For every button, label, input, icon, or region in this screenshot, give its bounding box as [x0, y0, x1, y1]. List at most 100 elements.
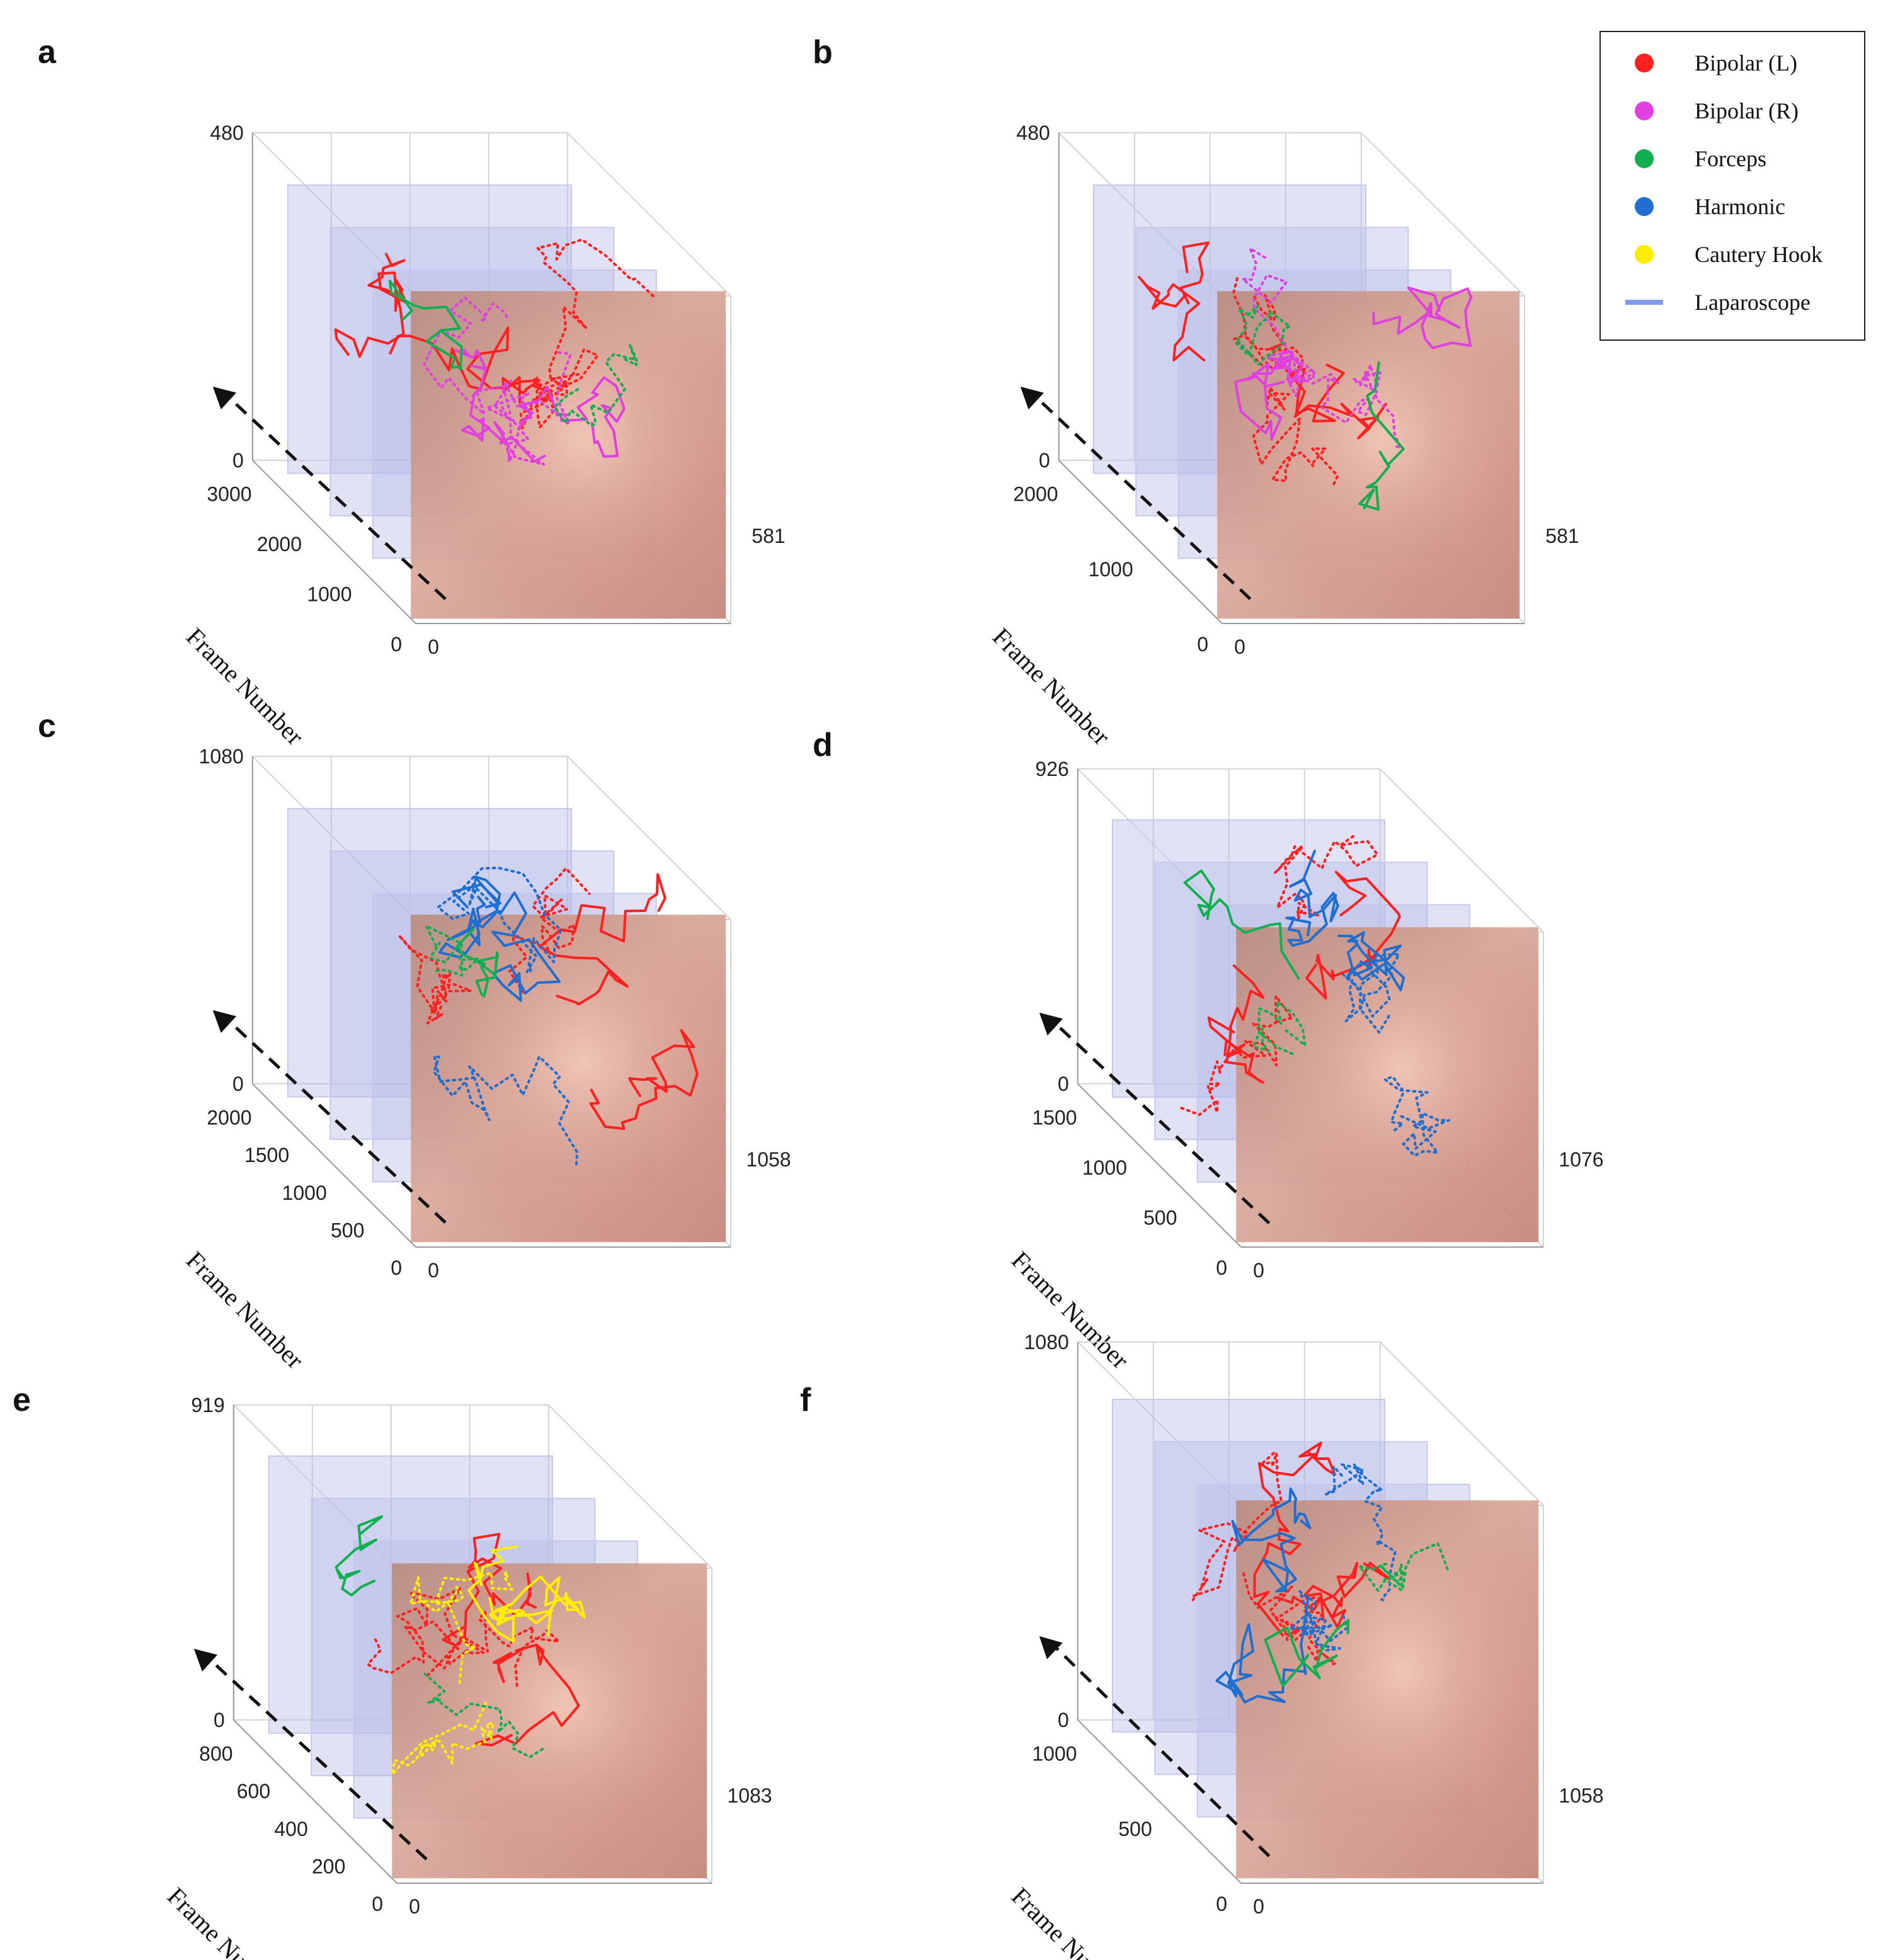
- legend-label: Forceps: [1695, 146, 1766, 171]
- x-tick-label: 0: [428, 1259, 439, 1282]
- arrow-head-icon: [212, 1010, 237, 1034]
- image-highlight: [1217, 291, 1520, 619]
- x-tick-label: 1058: [746, 1148, 791, 1171]
- frame-tick-label: 600: [237, 1780, 270, 1803]
- z-tick-label: 0: [1039, 449, 1050, 472]
- frame-tick-label: 0: [1216, 1256, 1227, 1279]
- trajectory: [1207, 964, 1265, 1084]
- z-tick-label: 1080: [1024, 1331, 1069, 1353]
- frame-tick-label: 0: [1197, 633, 1208, 656]
- time-arrow: [1039, 1636, 1271, 1857]
- arrow-head-icon: [212, 386, 237, 410]
- x-tick-label: 0: [1253, 1895, 1264, 1918]
- panel-a: a 0 480 0 581 0 1000 2000 3000 Frame Number: [38, 34, 786, 751]
- frame-tick-label: 1000: [1082, 1156, 1127, 1179]
- trajectory: [1231, 1487, 1312, 1593]
- legend-item-bipolar-r: Bipolar (R): [1635, 98, 1799, 123]
- x-tick-label: 0: [409, 1895, 420, 1918]
- trajectory: [1337, 931, 1405, 991]
- series-cautery-hook: [391, 1545, 586, 1776]
- trajectory: [1252, 386, 1339, 487]
- trajectory: [485, 379, 546, 466]
- legend-item-cautery-hook: Cautery Hook: [1635, 242, 1822, 267]
- legend-box: [1599, 31, 1865, 341]
- series-harmonic: [432, 866, 579, 1168]
- time-arrow: [193, 1648, 428, 1860]
- trajectory: [1342, 953, 1400, 1034]
- trajectory: [437, 866, 563, 974]
- trajectory: [454, 348, 546, 463]
- trajectory: [517, 376, 626, 458]
- frame-tick-label: 400: [274, 1818, 307, 1840]
- arrow-head-icon: [1039, 1636, 1063, 1660]
- trajectory: [1305, 870, 1401, 1000]
- legend-dot-icon: [1635, 245, 1654, 264]
- legend-label: Cautery Hook: [1695, 242, 1822, 267]
- frame-tick-label: 1000: [1089, 558, 1133, 581]
- series-bipolar-r: [1234, 247, 1473, 449]
- frame-tick-label: 0: [1216, 1893, 1227, 1915]
- image-highlight: [411, 914, 726, 1243]
- trajectory: [1234, 304, 1291, 366]
- trajectory: [432, 1054, 579, 1168]
- legend-label: Bipolar (R): [1695, 98, 1799, 123]
- frame-tick-label: 0: [372, 1893, 383, 1915]
- trajectory: [553, 343, 638, 427]
- panel-letter-a: a: [38, 34, 57, 71]
- trajectory: [1324, 1463, 1397, 1602]
- trajectory: [425, 924, 479, 977]
- z-tick-label: 926: [1035, 758, 1068, 780]
- trajectory: [1264, 1619, 1350, 1687]
- trajectory: [438, 875, 501, 959]
- z-tick-label: 0: [1058, 1709, 1069, 1731]
- panel-letter-b: b: [813, 34, 833, 71]
- trajectory: [391, 1701, 495, 1776]
- panel-letter-c: c: [38, 708, 56, 744]
- x-tick-label: 0: [428, 635, 439, 658]
- legend-dot-icon: [1635, 197, 1654, 216]
- series-forceps: [425, 924, 499, 998]
- frame-tick-label: 0: [391, 633, 402, 656]
- trajectory: [388, 279, 463, 370]
- trajectory: [1234, 350, 1304, 441]
- x-tick-label: 581: [752, 525, 785, 547]
- legend-dot-icon: [1635, 149, 1654, 168]
- time-arrow: [212, 386, 447, 600]
- x-tick-label: 1058: [1559, 1784, 1603, 1807]
- image-highlight: [1236, 927, 1539, 1243]
- series-forceps: [1264, 1542, 1450, 1687]
- legend-label: Laparoscope: [1695, 290, 1811, 315]
- trajectory: [489, 1575, 586, 1641]
- legend-label: Harmonic: [1695, 194, 1785, 219]
- legend-item-harmonic: Harmonic: [1635, 194, 1785, 219]
- frame-tick-label: 500: [1143, 1207, 1177, 1229]
- trajectory: [423, 296, 572, 426]
- frame-tick-label: 0: [391, 1256, 402, 1279]
- trajectory: [538, 873, 667, 1006]
- trajectory: [442, 1532, 537, 1647]
- z-tick-label: 0: [1058, 1073, 1069, 1095]
- panel-letter-e: e: [13, 1382, 31, 1418]
- legend: Bipolar (L) Bipolar (R) Forceps Harmonic Cau…: [1599, 31, 1865, 341]
- panel-b: b 0 480 0 581 0 1000 2000 Frame Number: [813, 34, 1579, 751]
- time-arrow: [1020, 386, 1252, 600]
- panel-letter-d: d: [813, 727, 833, 763]
- frame-tick-label: 500: [331, 1219, 364, 1241]
- frame-tick-label: 2000: [257, 533, 302, 556]
- trajectory: [1273, 835, 1379, 921]
- trajectory: [1285, 850, 1339, 947]
- z-tick-label: 480: [1016, 122, 1050, 144]
- series-forceps: [388, 279, 638, 427]
- trajectory: [1358, 361, 1405, 511]
- trajectory: [1252, 1000, 1307, 1055]
- series-harmonic: [1215, 1463, 1397, 1704]
- trajectory: [1215, 1595, 1310, 1704]
- legend-item-forceps: Forceps: [1635, 146, 1766, 171]
- trajectory: [389, 326, 541, 404]
- series-bipolar-r: [423, 296, 626, 466]
- trajectory: [335, 1515, 384, 1597]
- legend-dot-icon: [1635, 101, 1654, 120]
- trajectory: [467, 1545, 554, 1643]
